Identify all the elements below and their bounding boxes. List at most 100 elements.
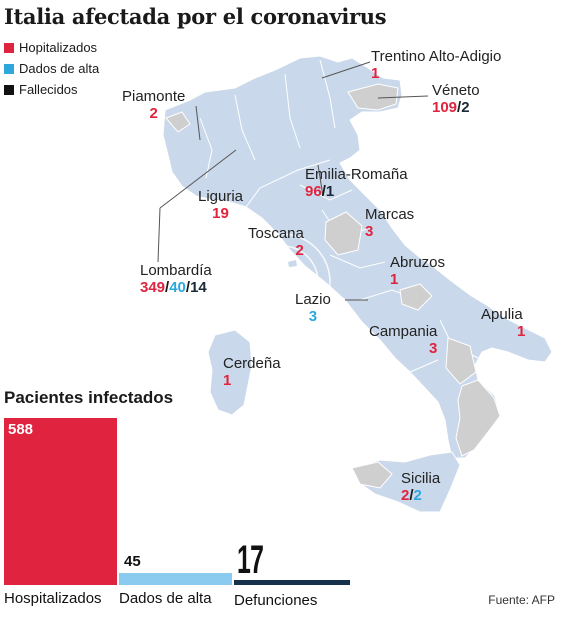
italy-mainland	[162, 55, 553, 459]
hospitalized-value: 1	[517, 323, 526, 340]
discharged-value: 40	[169, 279, 186, 296]
page-title: Italia afectada por el coronavirus	[4, 4, 387, 29]
hospitalized-value: 109	[432, 99, 458, 116]
region-campania: Campania 3	[369, 323, 437, 357]
region-lombardia: Lombardía 349/40/14	[140, 262, 212, 296]
hospitalized-value: 2	[401, 487, 410, 504]
region-values: 1	[223, 372, 281, 389]
region-lazio: Lazio 3	[295, 291, 331, 325]
bar-label-hospitalized: Hospitalizados	[4, 590, 102, 607]
region-unaffected-friuli	[347, 83, 399, 111]
leader-lines	[157, 61, 429, 301]
region-values: 3	[365, 223, 414, 240]
separator: /	[165, 279, 170, 296]
region-name: Campania	[369, 323, 438, 340]
emblem-watermark	[233, 233, 346, 331]
region-values: 349/40/14	[140, 279, 212, 296]
bar-deceased	[234, 580, 350, 585]
region-name: Trentino Alto-Adigio	[371, 48, 502, 65]
bar-value-hospitalized: 588	[8, 421, 34, 438]
region-values: 3	[369, 340, 437, 357]
separator: /	[457, 99, 462, 116]
region-values: 109/2	[432, 99, 480, 116]
hospitalized-value: 3	[429, 340, 438, 357]
region-unaffected-aosta	[165, 111, 191, 133]
hospitalized-value: 3	[365, 223, 374, 240]
region-values: 1	[371, 65, 501, 82]
legend-item-discharged: Dados de alta	[4, 58, 99, 79]
region-values: 2/2	[401, 487, 440, 504]
region-values: 1	[390, 271, 445, 288]
legend-item-deceased: Fallecidos	[4, 79, 99, 100]
hospitalized-value: 19	[212, 205, 229, 222]
elba-island	[288, 260, 297, 267]
region-values: 2	[122, 105, 185, 122]
patients-section-title: Pacientes infectados	[4, 388, 174, 407]
region-liguria: Liguria 19	[198, 188, 243, 222]
legend-label-deceased: Fallecidos	[19, 82, 78, 97]
hospitalized-value: 2	[149, 105, 158, 122]
region-cerdena: Cerdeña 1	[223, 355, 281, 389]
region-unaffected-molise	[399, 283, 433, 311]
region-sicilia: Sicilia 2/2	[401, 470, 440, 504]
region-name: Apulia	[481, 306, 523, 323]
discharged-value: 2	[413, 487, 422, 504]
region-unaffected-basilicata	[445, 337, 477, 385]
deceased-value: 1	[325, 183, 335, 200]
region-values: 19	[198, 205, 243, 222]
region-toscana: Toscana 2	[248, 225, 304, 259]
separator: /	[185, 279, 191, 296]
region-name: Emilia-Romaña	[305, 166, 408, 183]
legend-label-hospitalized: Hopitalizados	[19, 40, 98, 55]
bar-label-deceased: Defunciones	[234, 592, 318, 609]
region-name: Piamonte	[122, 88, 186, 105]
region-name: Marcas	[365, 206, 415, 223]
region-piamonte: Piamonte 2	[122, 88, 185, 122]
bar-value-deceased: 17	[237, 538, 264, 582]
region-veneto: Véneto 109/2	[432, 82, 480, 116]
bar-label-discharged: Dados de alta	[119, 590, 212, 607]
region-values: 2	[248, 242, 304, 259]
legend: Hopitalizados Dados de alta Fallecidos	[4, 37, 99, 100]
region-name: Liguria	[198, 188, 244, 205]
legend-swatch-discharged	[4, 63, 14, 74]
separator: /	[321, 183, 326, 200]
region-name: Sicilia	[401, 470, 441, 487]
region-name: Toscana	[248, 225, 304, 242]
hospitalized-value: 1	[371, 65, 380, 82]
hospitalized-value: 2	[295, 242, 304, 259]
region-abruzos: Abruzos 1	[390, 254, 445, 288]
region-unaffected-calabria	[455, 379, 501, 457]
bar-discharged	[119, 573, 232, 585]
legend-label-discharged: Dados de alta	[19, 61, 100, 76]
region-emilia: Emilia-Romaña 96/1	[305, 166, 408, 200]
discharged-value: 3	[308, 308, 318, 325]
region-values: 3	[295, 308, 331, 325]
region-name: Véneto	[432, 82, 480, 99]
bar-hospitalized	[4, 418, 117, 585]
legend-item-hospitalized: Hopitalizados	[4, 37, 99, 58]
source-credit: Fuente: AFP	[488, 593, 555, 607]
region-trentino: Trentino Alto-Adigio 1	[371, 48, 501, 82]
region-marcas: Marcas 3	[365, 206, 414, 240]
region-name: Lombardía	[140, 262, 212, 279]
legend-swatch-deceased	[4, 84, 14, 95]
deceased-value: 14	[190, 279, 207, 296]
hospitalized-value: 96	[305, 183, 322, 200]
region-apulia: Apulia 1	[481, 306, 525, 340]
region-unaffected-umbria	[324, 211, 363, 256]
hospitalized-value: 1	[223, 372, 232, 389]
hospitalized-value: 1	[390, 271, 399, 288]
deceased-value: 2	[461, 99, 470, 116]
region-name: Lazio	[295, 291, 331, 308]
region-values: 1	[481, 323, 525, 340]
legend-swatch-hospitalized	[4, 42, 14, 53]
hospitalized-value: 349	[140, 279, 166, 296]
sardinia-shape	[207, 329, 253, 416]
region-name: Cerdeña	[223, 355, 281, 372]
region-values: 96/1	[305, 183, 408, 200]
region-name: Abruzos	[390, 254, 446, 271]
sicily-unaffected-part	[351, 461, 393, 489]
bar-value-discharged: 45	[124, 553, 141, 570]
